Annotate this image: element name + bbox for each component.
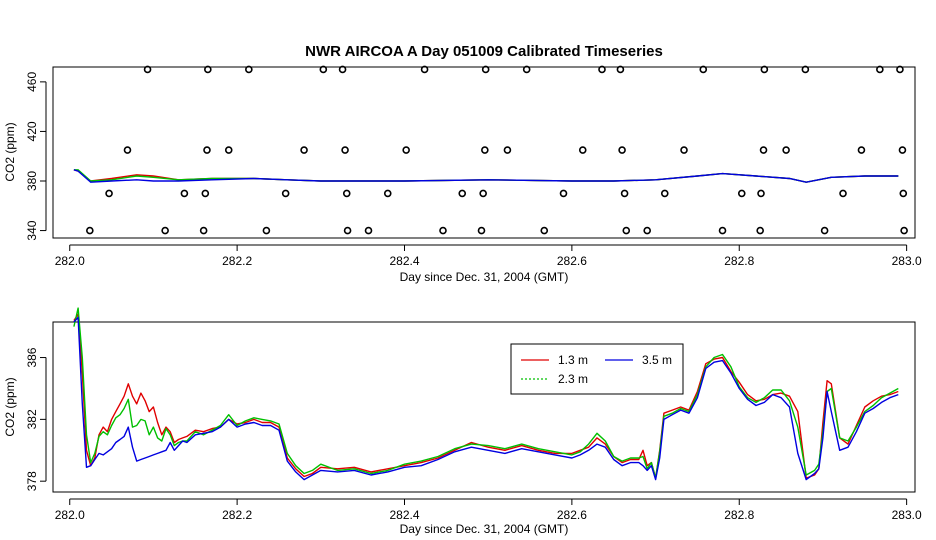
scatter-point bbox=[402, 146, 410, 154]
scatter-point bbox=[481, 65, 490, 74]
scatter-point bbox=[477, 226, 486, 235]
x-tick-label: 282.6 bbox=[557, 254, 587, 268]
top-chart-title: NWR AIRCOA A Day 051009 Calibrated Times… bbox=[305, 43, 663, 60]
x-tick-label: 282.4 bbox=[389, 508, 419, 522]
legend: 1.3 m 2.3 m 3.5 m bbox=[510, 343, 684, 395]
scatter-point bbox=[262, 226, 271, 235]
scatter-point bbox=[757, 189, 765, 198]
scatter-point bbox=[756, 226, 764, 235]
x-tick-label: 282.8 bbox=[724, 254, 754, 268]
scatter-point bbox=[857, 146, 866, 154]
scatter-point bbox=[876, 65, 884, 74]
scatter-point bbox=[201, 189, 210, 198]
y-tick-label: 382 bbox=[25, 409, 39, 429]
scatter-point bbox=[578, 146, 587, 154]
scatter-point bbox=[319, 65, 328, 74]
x-tick-label: 282.6 bbox=[557, 508, 587, 522]
scatter-point bbox=[559, 189, 568, 198]
scatter-point bbox=[203, 146, 211, 154]
legend-box bbox=[510, 343, 684, 395]
scatter-point bbox=[900, 226, 908, 235]
legend-label-1-3m: 1.3 m bbox=[558, 353, 588, 367]
scatter-point bbox=[782, 146, 790, 154]
scatter-point bbox=[899, 189, 908, 198]
bottom-y-axis-label: CO2 (ppm) bbox=[3, 377, 17, 436]
scatter-point bbox=[479, 189, 487, 198]
scatter-point bbox=[896, 65, 904, 74]
scatter-point bbox=[204, 65, 212, 74]
scatter-point bbox=[598, 65, 606, 74]
scatter-point bbox=[618, 146, 626, 154]
scatter-point bbox=[759, 146, 768, 154]
scatter-point bbox=[383, 189, 392, 198]
scatter-point bbox=[699, 65, 708, 74]
scatter-point bbox=[105, 189, 113, 198]
scatter-point bbox=[503, 146, 512, 154]
x-tick-label: 282.0 bbox=[55, 508, 85, 522]
series-line-3-5-m bbox=[73, 316, 899, 481]
scatter-point bbox=[760, 65, 769, 74]
scatter-point bbox=[341, 146, 349, 154]
scatter-point bbox=[300, 146, 308, 154]
bottom-plot-frame bbox=[52, 321, 916, 493]
series-line-1-3-m bbox=[73, 313, 899, 479]
top-x-axis-label: Day since Dec. 31, 2004 (GMT) bbox=[400, 270, 569, 284]
y-tick-label: 460 bbox=[25, 72, 39, 92]
scatter-point bbox=[161, 226, 169, 235]
scatter-point bbox=[281, 189, 290, 198]
scatter-point bbox=[616, 65, 625, 74]
scatter-point bbox=[338, 65, 347, 74]
legend-label-2-3m: 2.3 m bbox=[558, 372, 588, 386]
scatter-point bbox=[680, 146, 688, 154]
x-tick-label: 282.2 bbox=[222, 508, 252, 522]
y-tick-label: 378 bbox=[25, 471, 39, 491]
x-tick-label: 282.8 bbox=[724, 508, 754, 522]
scatter-point bbox=[643, 226, 651, 235]
bottom-x-axis-label: Day since Dec. 31, 2004 (GMT) bbox=[400, 522, 569, 536]
top-series-line-3 bbox=[73, 169, 899, 183]
scatter-point bbox=[224, 146, 233, 154]
scatter-point bbox=[737, 189, 746, 198]
scatter-point bbox=[342, 189, 351, 198]
scatter-point bbox=[364, 226, 373, 235]
scatter-point bbox=[718, 226, 727, 235]
scatter-point bbox=[86, 226, 94, 235]
scatter-point bbox=[143, 65, 152, 74]
scatter-point bbox=[245, 65, 253, 74]
scatter-point bbox=[123, 146, 132, 154]
scatter-point bbox=[820, 226, 829, 235]
scatter-point bbox=[620, 189, 629, 198]
scatter-point bbox=[481, 146, 489, 154]
scatter-point bbox=[343, 226, 352, 235]
scatter-point bbox=[439, 226, 447, 235]
x-tick-label: 283.0 bbox=[892, 508, 922, 522]
top-y-axis-label: CO2 (ppm) bbox=[3, 122, 17, 181]
y-tick-label: 340 bbox=[25, 220, 39, 240]
top-panel: NWR AIRCOA A Day 051009 Calibrated Times… bbox=[3, 43, 922, 284]
scatter-point bbox=[522, 65, 531, 74]
x-tick-label: 283.0 bbox=[892, 254, 922, 268]
series-line-2-3-m bbox=[73, 307, 899, 479]
y-tick-label: 386 bbox=[25, 347, 39, 367]
scatter-point bbox=[458, 189, 467, 198]
scatter-point bbox=[420, 65, 429, 74]
y-tick-label: 420 bbox=[25, 121, 39, 141]
y-tick-label: 380 bbox=[25, 171, 39, 191]
scatter-point bbox=[839, 189, 847, 198]
scatter-point bbox=[801, 65, 810, 74]
x-tick-label: 282.0 bbox=[55, 254, 85, 268]
scatter-point bbox=[660, 189, 669, 198]
x-tick-label: 282.4 bbox=[389, 254, 419, 268]
scatter-point bbox=[180, 189, 189, 198]
scatter-point bbox=[622, 226, 631, 235]
scatter-point bbox=[540, 226, 549, 235]
x-tick-label: 282.2 bbox=[222, 254, 252, 268]
legend-label-3-5m: 3.5 m bbox=[642, 353, 672, 367]
bottom-panel: 282.0 282.2 282.4 282.6 282.8 283.0378382386 … bbox=[3, 307, 922, 536]
scatter-point bbox=[199, 226, 208, 235]
scatter-point bbox=[898, 146, 907, 154]
